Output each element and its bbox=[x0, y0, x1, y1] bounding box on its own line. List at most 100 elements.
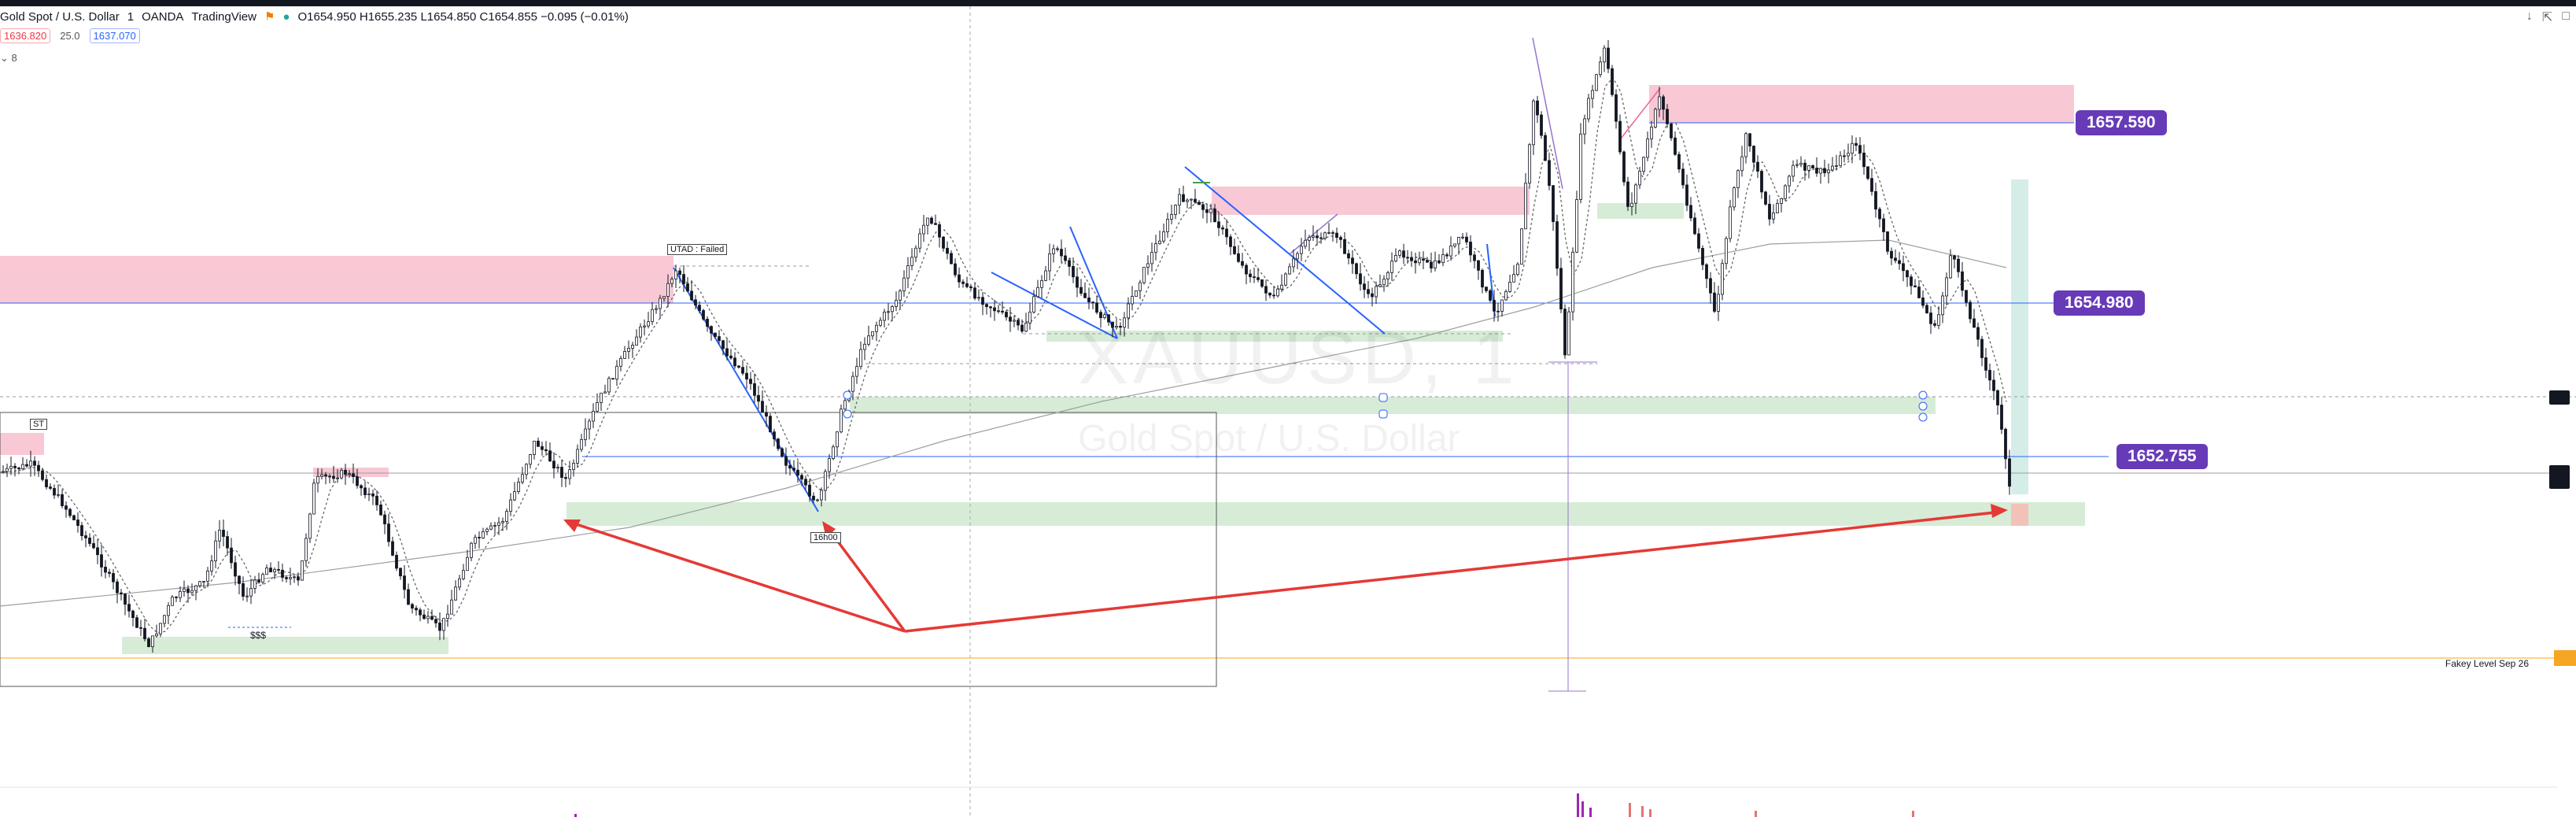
handle-icon[interactable] bbox=[1378, 393, 1388, 402]
watermark-description: Gold Spot / U.S. Dollar bbox=[1078, 418, 1460, 460]
candle-body bbox=[607, 378, 611, 393]
candle-body bbox=[548, 450, 552, 462]
arrow-line[interactable] bbox=[566, 520, 906, 633]
candle-body bbox=[843, 400, 847, 410]
candle-body bbox=[1363, 283, 1366, 290]
trend-line[interactable] bbox=[1532, 37, 1563, 190]
handle-icon[interactable] bbox=[1918, 401, 1928, 411]
time-label[interactable]: 16h00 bbox=[810, 532, 841, 543]
candle-body bbox=[218, 530, 221, 542]
candle-body bbox=[1941, 295, 1944, 316]
candle-body bbox=[666, 283, 670, 297]
candle-body bbox=[403, 575, 406, 590]
trade-panel[interactable]: 1636.820 25.0 1637.070 bbox=[0, 28, 140, 43]
candle-body bbox=[686, 283, 689, 292]
candle-body bbox=[1229, 236, 1232, 247]
candle-body bbox=[127, 604, 131, 612]
demand-zone bbox=[122, 637, 448, 654]
candle-body bbox=[348, 473, 351, 475]
candle-body bbox=[922, 224, 925, 235]
candle-body bbox=[450, 599, 453, 615]
candle-body bbox=[1005, 312, 1008, 318]
candle-body bbox=[1976, 327, 1980, 340]
candle-body bbox=[1508, 281, 1511, 292]
candle-body bbox=[1685, 184, 1688, 206]
handle-icon[interactable] bbox=[843, 409, 852, 419]
candle-body bbox=[100, 554, 103, 568]
candle-body bbox=[293, 576, 296, 579]
interval[interactable]: 1 bbox=[127, 9, 135, 24]
candle-body bbox=[407, 589, 410, 605]
candle-body bbox=[537, 440, 540, 447]
candle-body bbox=[344, 469, 347, 475]
price-pill-middle[interactable]: 1654.980 bbox=[2054, 290, 2145, 316]
candle-body bbox=[135, 617, 138, 628]
indicator-toggle[interactable]: ⌄ 8 bbox=[0, 52, 17, 65]
candle-body bbox=[1316, 235, 1319, 239]
candle-body bbox=[781, 448, 784, 457]
candle-body bbox=[1375, 286, 1378, 298]
flag-icon[interactable]: ⚑ bbox=[264, 10, 275, 24]
price-pill-top[interactable]: 1657.590 bbox=[2076, 110, 2167, 135]
candle-body bbox=[1268, 292, 1271, 296]
candle-body bbox=[1249, 273, 1252, 278]
candle-body bbox=[1013, 320, 1016, 322]
candle-body bbox=[1213, 209, 1216, 223]
handle-icon[interactable] bbox=[1918, 390, 1928, 400]
candle-body bbox=[647, 321, 650, 327]
expand-icon[interactable]: ⇱ bbox=[2541, 11, 2553, 24]
symbol-name[interactable]: Gold Spot / U.S. Dollar bbox=[0, 9, 120, 24]
window-controls[interactable]: ↓ ⇱ □ bbox=[2526, 9, 2570, 25]
candle-body bbox=[1139, 282, 1142, 291]
candle-body bbox=[930, 217, 933, 224]
handle-icon[interactable] bbox=[843, 390, 852, 400]
candle-body bbox=[186, 588, 190, 594]
buy-button[interactable]: 1637.070 bbox=[89, 28, 140, 43]
st-label[interactable]: ST bbox=[30, 419, 48, 430]
chevron-down-icon[interactable]: ⌄ bbox=[0, 52, 9, 64]
candle-body bbox=[997, 310, 1000, 312]
trend-line[interactable] bbox=[1184, 166, 1386, 335]
candlestick-series[interactable] bbox=[2, 39, 2011, 653]
trend-line[interactable] bbox=[991, 272, 1118, 339]
candle-body bbox=[470, 542, 473, 558]
volume-bar bbox=[1912, 811, 1914, 817]
candle-body bbox=[230, 547, 233, 564]
candle-body bbox=[635, 336, 638, 346]
candle-body bbox=[501, 521, 504, 523]
trend-line[interactable] bbox=[1290, 213, 1338, 254]
candle-body bbox=[1024, 323, 1028, 332]
volume-bar bbox=[1649, 809, 1652, 817]
price-pill-bottom[interactable]: 1652.755 bbox=[2117, 444, 2208, 469]
arrow-line[interactable] bbox=[904, 510, 2003, 633]
candle-body bbox=[1331, 232, 1334, 234]
arrow-down-icon[interactable]: ↓ bbox=[2526, 9, 2533, 23]
candle-body bbox=[1257, 277, 1260, 280]
candle-body bbox=[1347, 253, 1350, 259]
top-bar bbox=[0, 0, 2576, 6]
candle-body bbox=[96, 547, 99, 556]
candle-body bbox=[1681, 168, 1685, 186]
candle-body bbox=[1740, 156, 1744, 172]
candle-body bbox=[131, 610, 135, 619]
utad-label[interactable]: UTAD : Failed bbox=[667, 244, 728, 255]
trend-line[interactable] bbox=[1620, 87, 1661, 139]
handle-icon[interactable] bbox=[1378, 409, 1388, 419]
range-box[interactable] bbox=[0, 412, 1217, 687]
handle-icon[interactable] bbox=[1918, 412, 1928, 422]
arrow-line[interactable] bbox=[825, 524, 906, 633]
candle-body bbox=[281, 569, 284, 578]
candle-body bbox=[1343, 239, 1346, 254]
quantity-field[interactable]: 25.0 bbox=[60, 30, 80, 42]
demand-zone bbox=[850, 397, 1936, 414]
symbol-header[interactable]: Gold Spot / U.S. Dollar 1 OANDA TradingV… bbox=[0, 8, 637, 25]
candle-body bbox=[1807, 165, 1810, 171]
candle-body bbox=[1835, 165, 1838, 167]
maximize-icon[interactable]: □ bbox=[2562, 9, 2570, 23]
candle-body bbox=[1461, 236, 1464, 239]
candle-body bbox=[1473, 254, 1476, 261]
sell-button[interactable]: 1636.820 bbox=[0, 28, 51, 43]
candle-body bbox=[958, 274, 961, 283]
